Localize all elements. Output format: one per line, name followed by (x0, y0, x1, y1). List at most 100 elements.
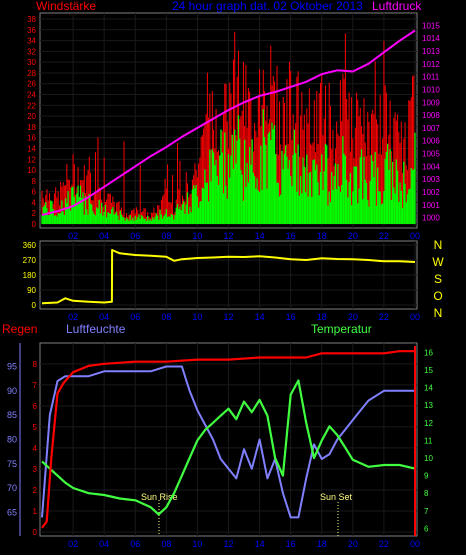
rain-tick: 2 (33, 486, 38, 495)
p1-x-tick: 00 (410, 231, 420, 241)
p1-x-tick: 04 (99, 231, 109, 241)
humidity-tick: 65 (7, 508, 17, 518)
p3-x-tick: 14 (255, 539, 265, 549)
time-axis-ticks-1: 02 04 06 08 10 12 14 16 18 20 22 00 (68, 231, 420, 241)
panel1-right-label: Luftdruck (372, 0, 422, 13)
time-axis-ticks-2: 02 04 06 08 10 12 14 16 18 20 22 00 (68, 312, 420, 322)
direction-line (41, 249, 416, 305)
direction-tick: 0 (32, 301, 37, 310)
rain-title: Regen (2, 322, 37, 336)
sun-rise-label: Sun Rise (141, 492, 178, 502)
humidity-axis-ticks: 95 90 85 80 75 70 65 (7, 343, 21, 536)
pressure-tick: 1003 (422, 175, 440, 184)
pressure-axis-ticks: 1015 1014 1013 1012 1011 1010 1009 1008 1007 1006… (422, 21, 440, 222)
p3-x-tick: 00 (410, 539, 420, 549)
pressure-tick: 1000 (422, 214, 440, 223)
wind-tick: 22 (27, 101, 36, 110)
pressure-tick: 1006 (422, 137, 440, 146)
temperature-title: Temperatur (311, 322, 372, 336)
direction-tick: 180 (23, 271, 37, 280)
p2-x-tick: 18 (317, 312, 327, 322)
sun-markers: Sun Rise Sun Set (141, 492, 353, 536)
pressure-tick: 1011 (422, 73, 440, 82)
p2-x-tick: 06 (130, 312, 140, 322)
humidity-tick: 70 (7, 483, 17, 493)
temperature-tick: 7 (424, 507, 429, 516)
pressure-tick: 1013 (422, 47, 440, 56)
humidity-series (41, 365, 415, 519)
temperature-tick: 14 (424, 384, 433, 393)
direction-tick: 270 (23, 256, 37, 265)
p1-x-tick: 14 (255, 231, 265, 241)
pressure-tick: 1007 (422, 124, 440, 133)
humidity-line (41, 365, 415, 519)
temperature-tick: 16 (424, 348, 433, 357)
pressure-tick: 1001 (422, 201, 440, 210)
wind-tick: 30 (27, 58, 36, 67)
pressure-tick: 1005 (422, 150, 440, 159)
pressure-tick: 1002 (422, 188, 440, 197)
pressure-tick: 1010 (422, 85, 440, 94)
wind-tick: 8 (32, 177, 37, 186)
wind-tick: 18 (27, 123, 36, 132)
compass-letter: W (432, 255, 444, 269)
rain-axis-ticks: 8 7 6 5 4 3 2 1 0 (33, 360, 38, 537)
pressure-tick: 1015 (422, 21, 440, 30)
p1-x-tick: 08 (161, 231, 171, 241)
rain-tick: 0 (33, 528, 38, 537)
p3-x-tick: 18 (317, 539, 327, 549)
rain-tick: 3 (33, 465, 38, 474)
compass-letter: N (434, 238, 443, 252)
p3-x-tick: 22 (379, 539, 389, 549)
wind-tick: 20 (27, 112, 36, 121)
p3-x-tick: 20 (348, 539, 358, 549)
p3-x-tick: 08 (161, 539, 171, 549)
sun-set-label: Sun Set (320, 492, 353, 502)
rain-tick: 8 (33, 360, 38, 369)
wind-tick: 32 (27, 47, 36, 56)
temperature-tick: 15 (424, 366, 433, 375)
wind-tick: 38 (27, 15, 36, 24)
time-axis-ticks-3: 02 04 06 08 10 12 14 16 18 20 22 00 (68, 539, 420, 549)
wind-tick: 16 (27, 134, 36, 143)
p2-x-tick: 10 (192, 312, 202, 322)
p1-x-tick: 12 (223, 231, 233, 241)
direction-tick: 90 (27, 286, 36, 295)
pressure-tick: 1008 (422, 111, 440, 120)
wind-tick: 4 (32, 198, 37, 207)
rain-humidity-temp-panel: Regen Luftfeuchte Temperatur Sun Rise Su… (2, 322, 433, 549)
p2-x-tick: 12 (223, 312, 233, 322)
p3-x-tick: 02 (68, 539, 78, 549)
rain-tick: 7 (33, 381, 38, 390)
p1-x-tick: 20 (348, 231, 358, 241)
pressure-tick: 1009 (422, 98, 440, 107)
panel1-left-label: Windstärke (36, 0, 96, 13)
p1-x-tick: 18 (317, 231, 327, 241)
humidity-tick: 95 (7, 361, 17, 371)
temperature-tick: 8 (424, 489, 429, 498)
p2-x-tick: 20 (348, 312, 358, 322)
rain-tick: 5 (33, 423, 38, 432)
temperature-axis-ticks: 16 15 14 13 12 11 10 9 8 7 6 (424, 348, 433, 533)
temperature-tick: 9 (424, 472, 429, 481)
humidity-tick: 75 (7, 459, 17, 469)
p2-x-tick: 16 (286, 312, 296, 322)
direction-series (41, 249, 416, 305)
humidity-tick: 90 (7, 386, 17, 396)
pressure-series (41, 29, 416, 216)
p3-x-tick: 12 (223, 539, 233, 549)
p1-x-tick: 06 (130, 231, 140, 241)
wind-tick: 10 (27, 166, 36, 175)
p1-x-tick: 16 (286, 231, 296, 241)
rain-tick: 6 (33, 402, 38, 411)
p2-x-tick: 02 (68, 312, 78, 322)
p3-x-tick: 06 (130, 539, 140, 549)
wind-tick: 6 (32, 188, 37, 197)
temperature-line (41, 379, 416, 516)
wind-series (41, 31, 416, 224)
compass-letter: N (434, 306, 443, 320)
p3-x-tick: 04 (99, 539, 109, 549)
